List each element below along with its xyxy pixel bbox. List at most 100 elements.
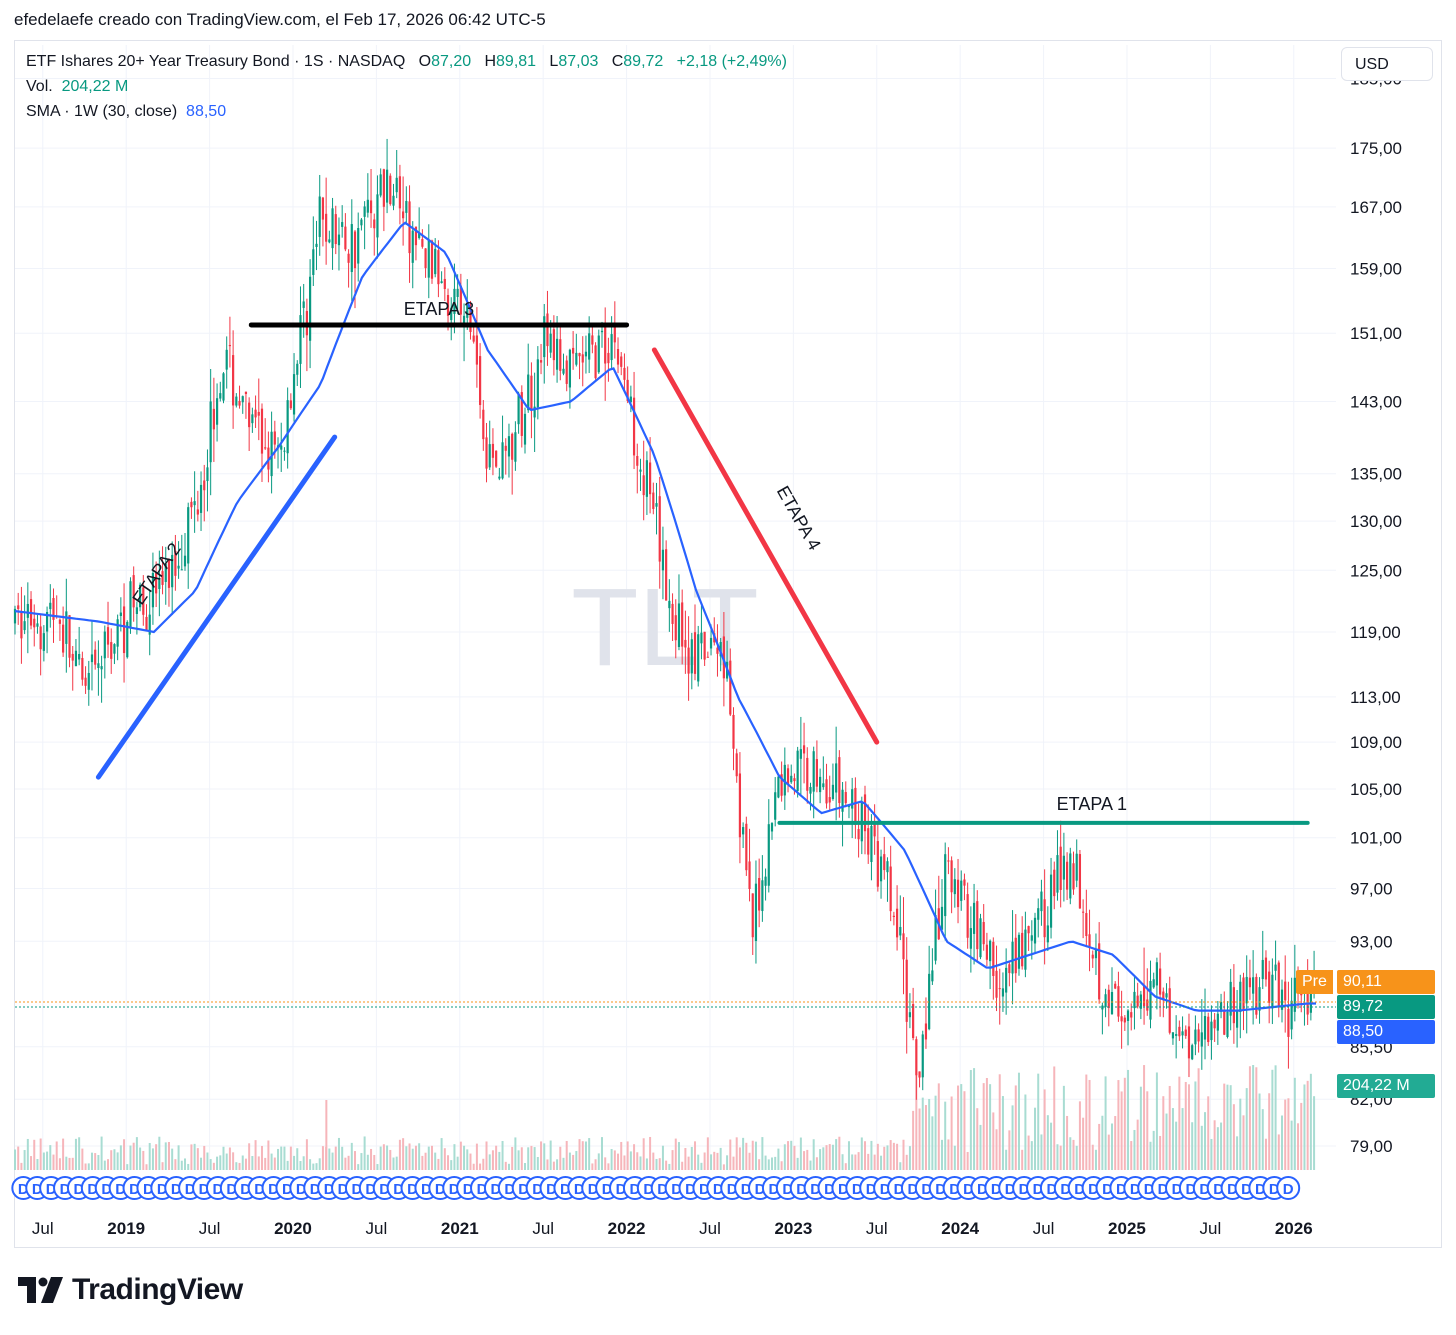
dividend-marker-label: D [963,1181,974,1198]
volume-bar [1184,1081,1187,1170]
volume-bar [280,1146,283,1170]
candle-body [280,445,283,450]
candle-body [754,883,758,942]
dividend-marker-label: D [894,1181,905,1198]
candle-body [244,391,248,395]
candle-body [1104,994,1107,1008]
candle-body [879,856,883,882]
candle-body [632,397,636,456]
legend-sma-label: SMA · 1W (30, close) [26,103,178,120]
dividend-marker-label: D [435,1181,446,1198]
candle-body [36,623,39,627]
candle-body [1284,981,1287,1001]
volume-bar [337,1137,340,1170]
candle-body [520,392,523,436]
candle-body [777,776,780,798]
volume-bar [655,1158,658,1170]
y-tick-label: 109,00 [1350,733,1402,752]
volume-bar [1313,1096,1316,1170]
candle-body [1120,1016,1123,1022]
dividend-marker-label: D [629,1181,640,1198]
y-tick-label: 101,00 [1350,829,1402,848]
volume-bar [257,1156,260,1170]
candle-body [568,349,572,388]
dividend-marker-label: D [838,1181,849,1198]
candle-body [607,352,610,364]
candle-body [972,902,976,934]
candle-body [155,573,158,594]
volume-bar [633,1144,636,1170]
volume-bar [30,1156,33,1170]
candle-body [947,860,950,862]
volume-bar [1210,1138,1213,1170]
candle-body [1159,968,1162,995]
volume-bar [357,1164,360,1170]
volume-bar [1110,1123,1113,1170]
volume-bar [1005,1149,1008,1170]
candle-body [219,393,222,399]
volume-bar [148,1143,151,1170]
candle-body [248,402,251,428]
candle-body [905,959,908,1022]
volume-bar [931,1116,934,1170]
legend-high-label: H [484,53,497,70]
chart-frame[interactable] [14,40,1442,1248]
volume-bar [921,1097,924,1170]
volume-bar [847,1141,850,1170]
candle-body [1258,987,1261,1011]
dividend-marker-label: D [491,1181,502,1198]
dividend-marker-label: D [185,1181,196,1198]
candle-body [97,663,100,669]
candle-body [434,248,437,275]
volume-bar [299,1161,302,1170]
tradingview-logo[interactable]: TradingView [18,1270,243,1310]
volume-bar [145,1164,148,1170]
candle-body [661,549,665,571]
volume-bar [600,1137,603,1170]
candle-body [225,349,228,370]
volume-bar [706,1137,709,1170]
volume-bar [1248,1066,1251,1170]
volume-bar [65,1156,68,1170]
volume-bar [23,1150,26,1170]
candle-body [844,792,847,804]
volume-bar [860,1137,863,1170]
candle-body [649,462,652,495]
volume-bar [504,1161,507,1170]
legend-open: 87,20 [431,53,472,70]
volume-bar [1098,1123,1101,1170]
chart-author-header: efedelaefe creado con TradingView.com, e… [14,10,546,29]
dividend-marker-label: D [1046,1181,1057,1198]
candle-body [841,789,844,812]
volume-bar [78,1137,81,1170]
volume-bar [501,1141,504,1170]
candle-body [238,400,241,406]
candle-body [264,447,267,449]
volume-bar [1072,1139,1075,1170]
candle-body [921,1034,924,1078]
dividend-marker-label: D [768,1181,779,1198]
volume-bar [318,1158,321,1170]
volume-bar [190,1144,193,1170]
volume-bar [998,1074,1001,1170]
candle-body [312,249,315,275]
candle-body [437,250,440,285]
volume-bar [491,1150,494,1170]
sma-line [14,221,1316,1012]
volume-bar [430,1145,433,1170]
volume-bar [113,1149,116,1170]
volume-bar [1271,1069,1274,1170]
volume-bar [447,1155,450,1170]
volume-bar [591,1163,594,1170]
volume-bar [1226,1084,1229,1170]
volume-bar [264,1157,267,1170]
candle-body [1030,935,1033,941]
candle-body [286,400,289,454]
dividend-marker-label: D [727,1181,738,1198]
currency-button[interactable]: USD [1341,47,1433,81]
volume-bar [1107,1134,1110,1170]
candle-body [193,501,196,506]
volume-bar [982,1083,985,1170]
candle-body [851,789,854,809]
